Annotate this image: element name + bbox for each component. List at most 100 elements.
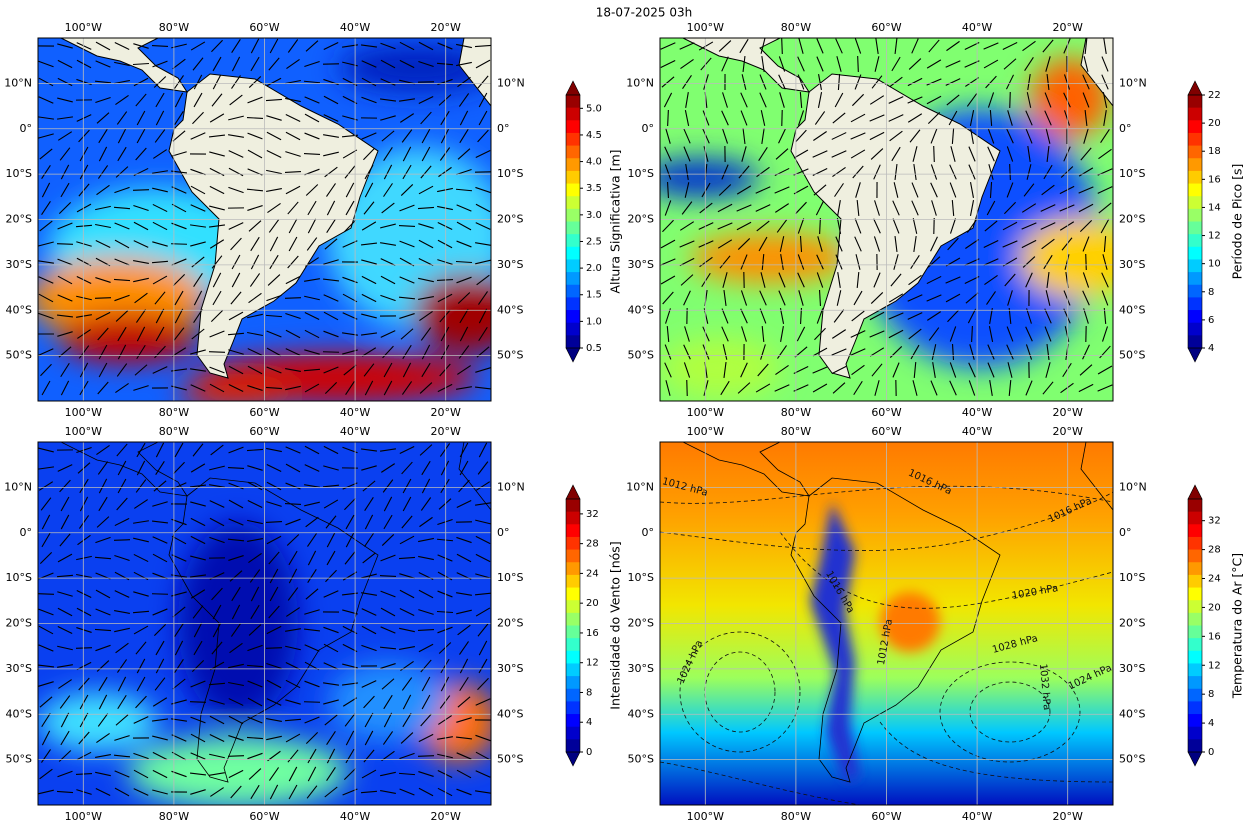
wind-arrow: [76, 789, 92, 795]
wind-arrow: [854, 74, 862, 90]
wind-arrow: [1025, 344, 1033, 360]
wind-arrow: [324, 166, 338, 178]
wind-arrow: [193, 273, 203, 287]
wind-arrow: [40, 363, 52, 377]
wind-arrow: [380, 463, 396, 473]
wind-arrow: [797, 74, 805, 90]
colorbar-tick-label: 2.0: [586, 263, 602, 274]
wind-arrow: [174, 442, 184, 458]
colorbar-band: [566, 208, 580, 222]
wind-arrow: [155, 442, 165, 458]
wind-arrow: [703, 146, 709, 162]
wind-arrow: [303, 368, 321, 372]
wind-arrow: [117, 694, 127, 710]
wind-arrow: [136, 658, 146, 674]
wind-arrow: [361, 275, 377, 285]
wind-arrow: [869, 131, 885, 141]
wind-arrow: [57, 97, 73, 103]
wind-arrow: [755, 383, 771, 393]
wind-arrow: [285, 518, 301, 526]
wind-arrow: [778, 74, 786, 90]
wind-arrow: [685, 92, 689, 108]
wind-arrow: [681, 201, 693, 215]
wind-arrow: [190, 463, 206, 473]
wind-arrow: [326, 200, 336, 216]
wind-arrow: [115, 383, 129, 393]
wind-arrow: [229, 642, 243, 654]
wind-arrow: [250, 586, 260, 602]
wind-arrow: [266, 294, 282, 302]
wind-arrow: [248, 220, 262, 232]
wind-arrow: [850, 113, 866, 123]
wind-arrow: [477, 461, 489, 475]
wind-arrow: [152, 241, 168, 247]
wind-arrow: [439, 695, 451, 709]
wind-arrow: [702, 128, 710, 144]
wind-arrow: [78, 731, 90, 745]
wind-arrow: [831, 365, 847, 375]
colorbar-tick-label: 16: [586, 628, 599, 639]
wind-arrow: [228, 365, 244, 375]
wind-arrow: [755, 186, 771, 194]
wind-arrow: [380, 554, 396, 562]
wind-arrow: [361, 313, 377, 319]
wind-arrow: [909, 129, 921, 143]
wind-arrow: [417, 628, 435, 632]
wind-arrow: [78, 129, 90, 143]
wind-arrow: [907, 294, 923, 302]
wind-arrow: [1003, 58, 1017, 70]
wind-arrow: [894, 37, 898, 55]
wind-arrow: [457, 696, 471, 708]
wind-arrow: [458, 93, 470, 107]
lat-tick-label: 50°S: [497, 753, 523, 766]
colorbar-band: [566, 511, 580, 525]
wind-arrow: [211, 587, 223, 601]
map-field: [38, 442, 491, 805]
wind-arrow: [418, 771, 434, 777]
wind-arrow: [114, 627, 130, 633]
wind-arrow: [437, 222, 453, 230]
wind-arrow: [1103, 235, 1107, 253]
wind-arrow: [869, 95, 885, 105]
colorbar-tick-label: 0: [1208, 747, 1214, 758]
wind-arrow: [247, 716, 263, 724]
wind-arrow: [740, 290, 748, 306]
wind-arrow: [190, 224, 206, 228]
colorbar-band: [566, 132, 580, 147]
lon-tick-label: 60°W: [871, 406, 901, 419]
lon-tick-label: 40°W: [962, 406, 992, 419]
wind-arrow: [57, 222, 73, 230]
wind-arrow: [231, 56, 241, 72]
wind-arrow: [246, 664, 264, 668]
wind-arrow: [304, 295, 320, 301]
wind-arrow: [456, 592, 472, 596]
wind-arrow: [831, 348, 847, 356]
wind-arrow: [380, 663, 396, 669]
wind-arrow: [97, 327, 109, 341]
colorbar-band: [1188, 183, 1202, 197]
wind-arrow: [458, 479, 470, 493]
colorbar-label: Intensidade do Vento [nós]: [608, 541, 623, 709]
wind-arrow: [151, 260, 169, 264]
wind-arrow: [475, 502, 491, 506]
wind-arrow: [1045, 290, 1051, 306]
wind-arrow: [211, 641, 223, 655]
wind-arrow: [323, 330, 339, 338]
wind-arrow: [152, 221, 168, 231]
wind-arrow: [193, 640, 203, 656]
wind-arrow: [209, 151, 225, 157]
wind-arrow: [248, 624, 262, 636]
wind-arrow: [193, 290, 203, 306]
wind-arrow: [285, 628, 301, 632]
wind-arrow: [269, 568, 279, 584]
wind-arrow: [227, 538, 245, 542]
wind-arrow: [152, 187, 168, 193]
wind-arrow: [307, 200, 317, 216]
wind-arrow: [474, 44, 492, 48]
wind-arrow: [459, 658, 469, 674]
wind-arrow: [756, 166, 770, 178]
wind-arrow: [1103, 110, 1107, 126]
wind-arrow: [190, 752, 206, 760]
wind-arrow: [818, 289, 822, 307]
wind-arrow: [97, 381, 109, 395]
